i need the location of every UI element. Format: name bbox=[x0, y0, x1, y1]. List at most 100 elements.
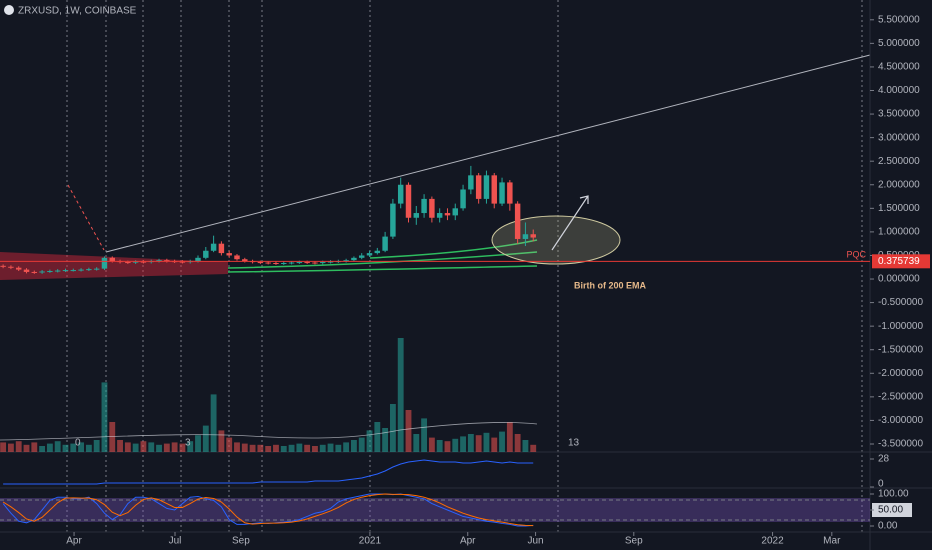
volume-bar bbox=[210, 394, 217, 452]
candle-body bbox=[125, 262, 131, 264]
volume-bar bbox=[304, 444, 311, 452]
volume-bar bbox=[444, 441, 451, 452]
candle-body bbox=[132, 261, 139, 263]
candle-body bbox=[8, 266, 14, 268]
candle-body bbox=[499, 182, 505, 204]
candle-body bbox=[156, 260, 162, 262]
volume-bar bbox=[31, 442, 38, 452]
x-tick-label: 2022 bbox=[761, 536, 784, 547]
candle-body bbox=[374, 250, 381, 254]
volume-bar bbox=[85, 444, 92, 452]
y-tick-label: 0.000000 bbox=[878, 274, 920, 285]
candle-body bbox=[78, 269, 84, 271]
volume-bar bbox=[54, 441, 61, 452]
volume-bar bbox=[156, 444, 162, 452]
volume-bar bbox=[46, 443, 53, 452]
candle-body bbox=[62, 270, 69, 272]
x-tick-label: Mar bbox=[823, 536, 841, 547]
candle-body bbox=[101, 257, 108, 269]
counter: 0 bbox=[75, 438, 81, 449]
volume-bar bbox=[179, 443, 186, 452]
y-tick-label: 3.000000 bbox=[878, 132, 920, 143]
candle-body bbox=[522, 234, 529, 239]
volume-bar bbox=[249, 444, 256, 452]
value-box bbox=[872, 503, 912, 517]
candle-body bbox=[273, 262, 279, 264]
candle-body bbox=[514, 203, 521, 239]
candle-body bbox=[234, 255, 240, 260]
y-tick-label: -2.500000 bbox=[878, 391, 923, 402]
volume-bar bbox=[273, 444, 279, 452]
candle-body bbox=[265, 262, 271, 264]
volume-bar bbox=[452, 438, 459, 452]
y-tick-label: -0.500000 bbox=[878, 297, 923, 308]
candle-body bbox=[23, 269, 30, 272]
candle-body bbox=[195, 257, 201, 262]
volume-bar bbox=[124, 442, 131, 452]
volume-bar bbox=[241, 443, 248, 452]
candle-body bbox=[507, 182, 513, 204]
volume-bar bbox=[70, 443, 77, 452]
candle-body bbox=[358, 255, 365, 258]
price-label: 0.375739 bbox=[878, 256, 920, 267]
price-label-box bbox=[872, 254, 930, 269]
volume-bar bbox=[234, 442, 240, 452]
volume-bar bbox=[109, 422, 116, 452]
volume-bar bbox=[319, 444, 326, 452]
trend-line bbox=[105, 54, 871, 253]
candle-body bbox=[343, 260, 349, 262]
candle-body bbox=[257, 262, 264, 264]
y-tick-label: 0.00 bbox=[878, 521, 898, 532]
volume-bar bbox=[202, 425, 209, 452]
volume-bar bbox=[93, 440, 100, 452]
volume-bar bbox=[428, 437, 435, 452]
volume-bar bbox=[39, 446, 46, 452]
candle-body bbox=[179, 261, 186, 263]
candle-body bbox=[413, 213, 420, 218]
volume-bar bbox=[23, 444, 30, 452]
volume-bar bbox=[351, 440, 357, 452]
volume-bar bbox=[499, 431, 505, 452]
candle-body bbox=[320, 262, 326, 264]
volume-bar bbox=[78, 442, 84, 452]
volume-bar bbox=[343, 442, 350, 452]
stoch-d bbox=[2, 493, 534, 527]
x-tick-label: Jun bbox=[528, 536, 544, 547]
x-tick-label: Apr bbox=[460, 536, 476, 547]
ema-line bbox=[227, 265, 538, 273]
candle-body bbox=[405, 184, 412, 218]
volume-bar bbox=[195, 435, 201, 452]
x-tick-label: 2021 bbox=[359, 536, 382, 547]
candle-body bbox=[218, 243, 225, 254]
candle-body bbox=[327, 261, 334, 263]
candle-body bbox=[390, 203, 396, 237]
volume-bar bbox=[475, 435, 482, 452]
volume-bar bbox=[335, 444, 342, 452]
candle-body bbox=[397, 184, 404, 204]
x-tick-label: Sep bbox=[625, 536, 643, 547]
volume-bar bbox=[491, 437, 498, 452]
candle-body bbox=[382, 236, 388, 251]
candle-body bbox=[460, 189, 466, 209]
y-tick-label: 100.00 bbox=[878, 489, 909, 500]
candle-body bbox=[288, 262, 295, 264]
candle-body bbox=[366, 253, 373, 256]
y-tick-label: 5.000000 bbox=[878, 38, 920, 49]
x-tick-label: Jul bbox=[169, 536, 182, 547]
y-tick-label: -1.000000 bbox=[878, 321, 923, 332]
candle-body bbox=[242, 259, 248, 262]
y-tick-label: 3.500000 bbox=[878, 109, 920, 120]
y-tick-label: 0 bbox=[878, 479, 884, 490]
volume-bar bbox=[405, 410, 412, 452]
volume-bar bbox=[117, 440, 123, 452]
candle-body bbox=[530, 234, 536, 238]
candle-body bbox=[203, 250, 209, 258]
volume-bar bbox=[366, 430, 373, 452]
volume-bar bbox=[522, 440, 529, 452]
volume-bar bbox=[257, 444, 264, 452]
volume-bar bbox=[288, 444, 295, 452]
candle-body bbox=[39, 271, 45, 273]
y-tick-label: 1.000000 bbox=[878, 227, 920, 238]
ema-ribbon bbox=[0, 252, 228, 280]
